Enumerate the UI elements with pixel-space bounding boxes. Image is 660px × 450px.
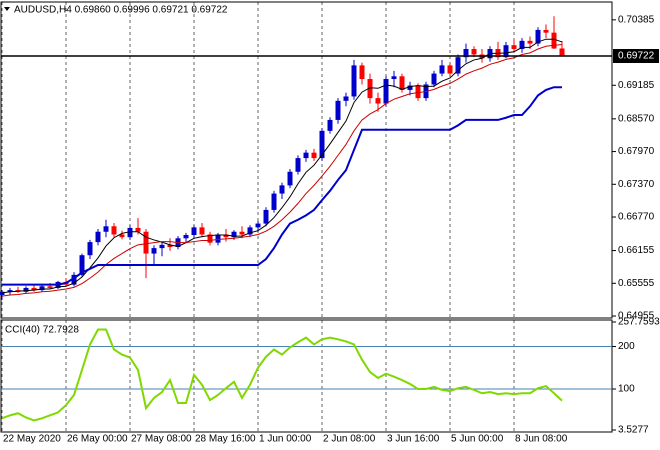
y-tick-label: 0.67970	[618, 146, 655, 157]
candle-body	[391, 76, 397, 80]
y-tick-label: 0.67370	[618, 179, 655, 190]
candle-body	[239, 231, 245, 235]
candle-body	[135, 227, 141, 232]
y-tick-label: 0.68570	[618, 113, 655, 124]
candle-body	[231, 231, 237, 238]
x-tick-label: 3 Jun 16:00	[387, 434, 440, 445]
candle-body	[159, 244, 165, 249]
x-tick-label: 27 May 08:00	[131, 434, 192, 445]
x-tick-label: 8 Jun 08:00	[515, 434, 568, 445]
candle-body	[287, 171, 293, 186]
y-tick-label: 0.70385	[618, 14, 655, 25]
candle-body	[407, 85, 413, 90]
candle-body	[359, 65, 365, 80]
candle-body	[151, 248, 157, 254]
candle-body	[471, 49, 477, 55]
candle-body	[39, 286, 45, 291]
candle-body	[255, 223, 261, 228]
x-tick-label: 22 May 2020	[3, 434, 61, 445]
candle-body	[351, 65, 357, 97]
candle-body	[551, 32, 557, 49]
price-marker-label: 0.69722	[618, 51, 655, 62]
price-marker	[613, 49, 659, 63]
y-tick-label: 0.64955	[618, 311, 655, 322]
candle-body	[79, 255, 85, 275]
candle-body	[71, 274, 77, 285]
candle-body	[447, 65, 453, 74]
candle-body	[111, 226, 117, 235]
y-tick-label: 0.66770	[618, 212, 655, 223]
candle-body	[311, 152, 317, 159]
overlay-line	[2, 86, 562, 286]
y-tick-label: 0.66155	[618, 245, 655, 256]
x-tick-label: 26 May 00:00	[67, 434, 128, 445]
chart-title: AUDUSD,H4 0.69860 0.69996 0.69721 0.6972…	[14, 5, 228, 16]
candle-body	[183, 235, 189, 239]
candle-body	[535, 29, 541, 44]
candle-body	[167, 244, 173, 248]
y-tick-label: 0.65555	[618, 278, 655, 289]
x-tick-label: 1 Jun 00:00	[259, 434, 312, 445]
cci-line	[1, 328, 563, 422]
candle-body	[455, 57, 461, 74]
candle-body	[559, 48, 565, 56]
candle-body	[47, 286, 53, 288]
candle-body	[295, 158, 301, 172]
candle-body	[0, 291, 5, 296]
candle-body	[527, 40, 533, 44]
candle-body	[7, 290, 13, 292]
candle-body	[343, 96, 349, 101]
candle-body	[263, 209, 269, 224]
candle-body	[31, 287, 37, 291]
y-tick-label: 257.7593	[618, 317, 660, 328]
x-tick-label: 28 May 16:00	[195, 434, 256, 445]
candle-body	[439, 65, 445, 74]
cci-title: CCI(40) 72.7928	[5, 325, 79, 336]
candle-body	[503, 45, 509, 58]
candle-body	[279, 185, 285, 194]
candle-body	[327, 119, 333, 131]
menu-arrow	[4, 7, 10, 11]
y-tick-label: 3.5277	[618, 425, 649, 436]
candle-body	[415, 85, 421, 99]
candle-body	[207, 234, 213, 243]
candle-body	[383, 79, 389, 104]
candle-body	[319, 130, 325, 159]
x-tick-label: 5 Jun 00:00	[451, 434, 504, 445]
y-tick-label: 100	[618, 384, 635, 395]
candle-body	[375, 98, 381, 104]
candle-body	[399, 76, 405, 90]
y-tick-label: 200	[618, 341, 635, 352]
overlay-line	[1, 44, 563, 297]
candle-body	[191, 227, 197, 236]
y-tick-label: 0.69185	[618, 80, 655, 91]
candle-body	[127, 227, 133, 238]
candle-body	[247, 227, 253, 235]
x-tick-label: 2 Jun 08:00	[323, 434, 376, 445]
candle-body	[199, 227, 205, 235]
cci-pane	[0, 319, 613, 433]
candle-body	[367, 79, 373, 99]
candle-body	[519, 40, 525, 50]
candle-body	[215, 234, 221, 243]
candle-body	[543, 29, 549, 33]
price-pane	[0, 1, 613, 319]
candle-body	[431, 73, 437, 85]
candle-body	[23, 287, 29, 292]
overlay-line	[1, 38, 563, 294]
candle-body	[119, 234, 125, 238]
candle-body	[511, 45, 517, 50]
candle-body	[335, 100, 341, 120]
candle-body	[271, 193, 277, 210]
candle-body	[95, 231, 101, 243]
candle-body	[223, 234, 229, 238]
candle-body	[103, 226, 109, 232]
candle-body	[463, 49, 469, 58]
candle-body	[143, 231, 149, 254]
candle-body	[87, 242, 93, 256]
candle-body	[303, 152, 309, 159]
